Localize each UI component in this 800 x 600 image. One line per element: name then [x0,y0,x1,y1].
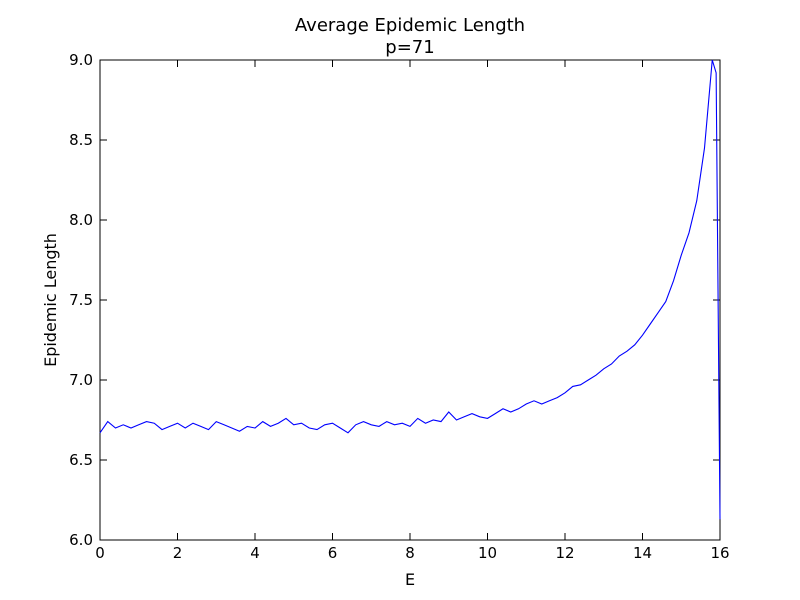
x-tick-label: 0 [95,544,105,562]
x-tick-label: 14 [633,544,652,562]
x-tick-label: 6 [328,544,338,562]
y-tick-label: 8.0 [69,211,93,229]
x-tick-label: 2 [173,544,183,562]
x-tick-label: 10 [478,544,497,562]
y-tick-label: 6.0 [69,531,93,549]
series-line [99,59,721,520]
x-tick-label: 12 [555,544,574,562]
y-tick-label: 9.0 [69,51,93,69]
chart-subtitle: p=71 [385,37,434,58]
x-tick-label: 16 [710,544,729,562]
y-tick-label: 8.5 [69,131,93,149]
y-tick-label: 7.5 [69,291,93,309]
y-tick-label: 6.5 [69,451,93,469]
y-axis-label: Epidemic Length [41,233,60,367]
x-tick-label: 4 [250,544,260,562]
y-tick-label: 7.0 [69,371,93,389]
chart-title: Average Epidemic Length [295,15,525,36]
x-axis-ticks: 0 2 4 6 8 10 12 14 16 [95,60,730,562]
y-axis-ticks: 6.0 6.5 7.0 7.5 8.0 8.5 9.0 [69,51,720,549]
x-tick-label: 8 [405,544,415,562]
x-axis-label: E [405,570,415,589]
plot-frame [99,59,721,541]
plot-area: 0 2 4 6 8 10 12 14 16 6.0 6.5 7.0 7.5 8.0 8.5 9.0 [69,51,729,562]
